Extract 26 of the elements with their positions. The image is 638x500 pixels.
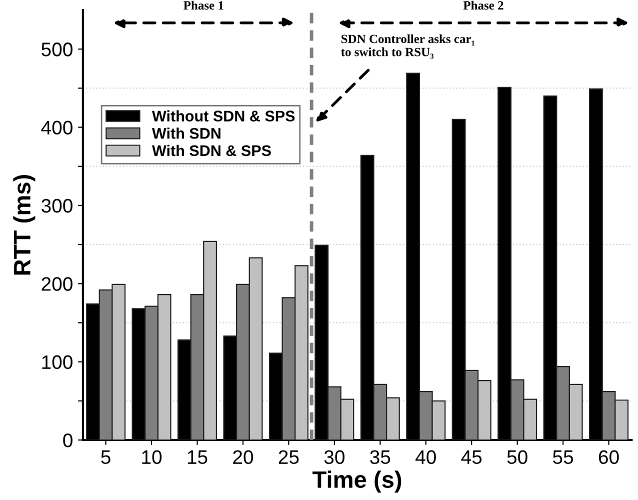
y-tick-label: 400 — [41, 120, 72, 135]
x-tick-label: 30 — [324, 450, 344, 464]
x-tick-label: 35 — [370, 450, 390, 464]
annotation: SDN Controller asks car₁ to switch to RSU₃ — [341, 34, 475, 59]
x-tick-label: 55 — [553, 450, 574, 464]
y-tick-label: 0 — [63, 433, 72, 448]
legend-label: With SDN & SPS — [152, 144, 271, 156]
text: Phase 1 — [184, 0, 224, 10]
y-tick-label: 200 — [42, 277, 72, 291]
legend-label: Without SDN & SPS — [152, 110, 295, 122]
legend-label: With SDN — [152, 128, 220, 139]
y-tick-label: 500 — [42, 42, 72, 56]
x-tick-label: 10 — [142, 450, 162, 464]
x-tick-label: 20 — [233, 450, 254, 464]
y-tick-label: 300 — [42, 198, 72, 213]
y-tick-label: 100 — [42, 355, 72, 370]
x-tick-label: 50 — [507, 450, 528, 464]
x-tick-label: 25 — [278, 450, 299, 464]
x-tick-label: 45 — [461, 450, 482, 464]
x-axis-title: Time (s) — [312, 470, 402, 493]
y-axis-title: RTT (ms) — [13, 175, 36, 275]
x-tick-label: 15 — [188, 450, 208, 464]
x-tick-label: 40 — [416, 450, 436, 464]
x-tick-label: 60 — [598, 450, 619, 464]
x-tick-label: 5 — [101, 450, 110, 464]
text: Phase 2 — [463, 0, 504, 10]
